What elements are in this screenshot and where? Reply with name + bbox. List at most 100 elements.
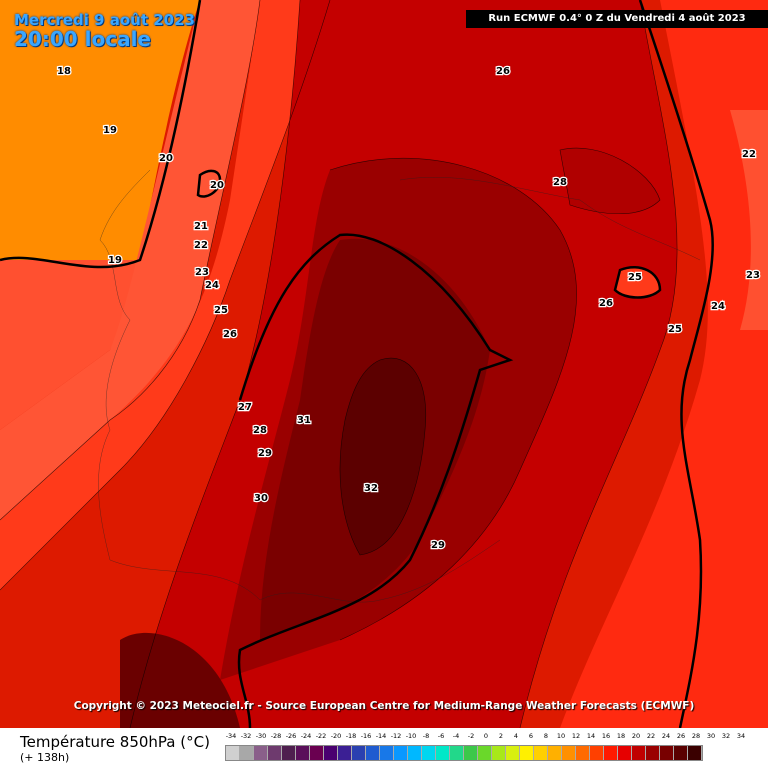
legend-swatch [296,746,310,760]
legend-tick-label: -16 [360,732,372,740]
label-22b: 22 [742,149,756,160]
legend-swatch [324,746,338,760]
legend-swatch [338,746,352,760]
legend-tick-label: -22 [315,732,327,740]
legend-swatch [310,746,324,760]
label-31: 31 [297,415,311,426]
forecast-time: 20:00 locale [14,26,151,51]
legend-tick-label: 32 [721,732,731,740]
legend-tick-label: 20 [631,732,641,740]
legend-swatch [520,746,534,760]
legend-swatch [408,746,422,760]
legend-swatch [534,746,548,760]
label-29: 29 [258,448,272,459]
legend-swatch [352,746,366,760]
legend-swatch [422,746,436,760]
legend-swatch [590,746,604,760]
valid-time-box: Mercredi 9 août 2023 20:00 locale [14,11,195,51]
legend-tick-label: 0 [483,732,489,740]
coastlines [98,169,701,603]
legend-swatch [394,746,408,760]
legend-swatch [604,746,618,760]
legend-swatch [506,746,520,760]
label-32: 32 [364,483,378,494]
legend-tick-label: 14 [586,732,596,740]
legend-swatch [646,746,660,760]
map-svg: 18 19 20 20 21 22 23 24 25 26 27 28 29 3… [0,0,768,728]
legend-swatch [688,746,702,760]
legend-tick-label: -12 [390,732,402,740]
run-info: Run ECMWF 0.4° 0 Z du Vendredi 4 août 20… [466,10,768,28]
legend-tick-label: 26 [676,732,686,740]
legend-swatch [450,746,464,760]
field-25-cell [613,265,662,299]
legend-tick-label: 22 [646,732,656,740]
field-east-23 [560,0,768,728]
legend-colorbar [225,745,703,761]
label-26: 26 [223,329,237,340]
label-23b: 23 [746,270,760,281]
legend-swatch [632,746,646,760]
label-28: 28 [253,425,267,436]
legend-tick-label: -4 [452,732,460,740]
legend-swatch [478,746,492,760]
legend-tick-label: 10 [556,732,566,740]
field-30-south [120,632,240,728]
legend-swatch [380,746,394,760]
legend-title: Température 850hPa (°C) [20,733,210,751]
legend-tick-label: 30 [706,732,716,740]
label-30: 30 [254,493,268,504]
legend-tick-label: -28 [270,732,282,740]
label-28b: 28 [553,177,567,188]
legend-tick-label: -10 [405,732,417,740]
legend: Température 850hPa (°C) (+ 138h) -34 -32-… [0,728,768,768]
copyright-text: Copyright © 2023 Meteociel.fr - Source E… [73,700,695,712]
legend-tick-label: 18 [616,732,626,740]
label-22: 22 [194,240,208,251]
legend-tick-label: -20 [330,732,342,740]
legend-swatch [674,746,688,760]
field-21-23 [0,0,330,590]
legend-swatch [436,746,450,760]
contour-labels: 18 19 20 20 21 22 23 24 25 26 27 28 29 3… [56,65,761,553]
legend-tick-label: 24 [661,732,671,740]
legend-tick-label: -30 [255,732,267,740]
label-25b: 25 [628,272,642,283]
legend-subtitle: (+ 138h) [20,751,70,764]
legend-tick-label: -8 [422,732,430,740]
legend-tick-label: -34 [225,732,237,740]
legend-swatch [548,746,562,760]
field-20 [0,0,260,520]
legend-tick-label: -24 [300,732,312,740]
legend-tick-label: -32 [240,732,252,740]
field-28-east [560,148,660,214]
legend-tick-label: 12 [571,732,581,740]
label-27: 27 [238,402,252,413]
label-24: 24 [205,280,219,291]
legend-swatch [660,746,674,760]
label-26b: 26 [496,66,510,77]
label-25c: 25 [668,324,682,335]
legend-swatch [282,746,296,760]
label-23: 23 [195,267,209,278]
legend-tick-label: 8 [543,732,549,740]
label-19b: 19 [108,255,122,266]
legend-tick-label: 28 [691,732,701,740]
legend-tick-label: -26 [285,732,297,740]
label-18: 18 [57,66,71,77]
legend-tick-label: -18 [345,732,357,740]
field-18-20 [0,0,200,260]
label-19: 19 [103,125,117,136]
label-20b: 20 [210,180,224,191]
legend-swatch [562,746,576,760]
legend-tick-label: -14 [375,732,387,740]
label-26c: 26 [599,298,613,309]
legend-tick-label: 2 [498,732,504,740]
legend-tick-label: 4 [513,732,519,740]
forecast-date: Mercredi 9 août 2023 [14,11,195,29]
field-east-22 [730,110,768,330]
legend-swatch [254,746,268,760]
temperature-map: 18 19 20 20 21 22 23 24 25 26 27 28 29 3… [0,0,768,728]
legend-swatch [226,746,240,760]
field-19 [0,260,140,430]
